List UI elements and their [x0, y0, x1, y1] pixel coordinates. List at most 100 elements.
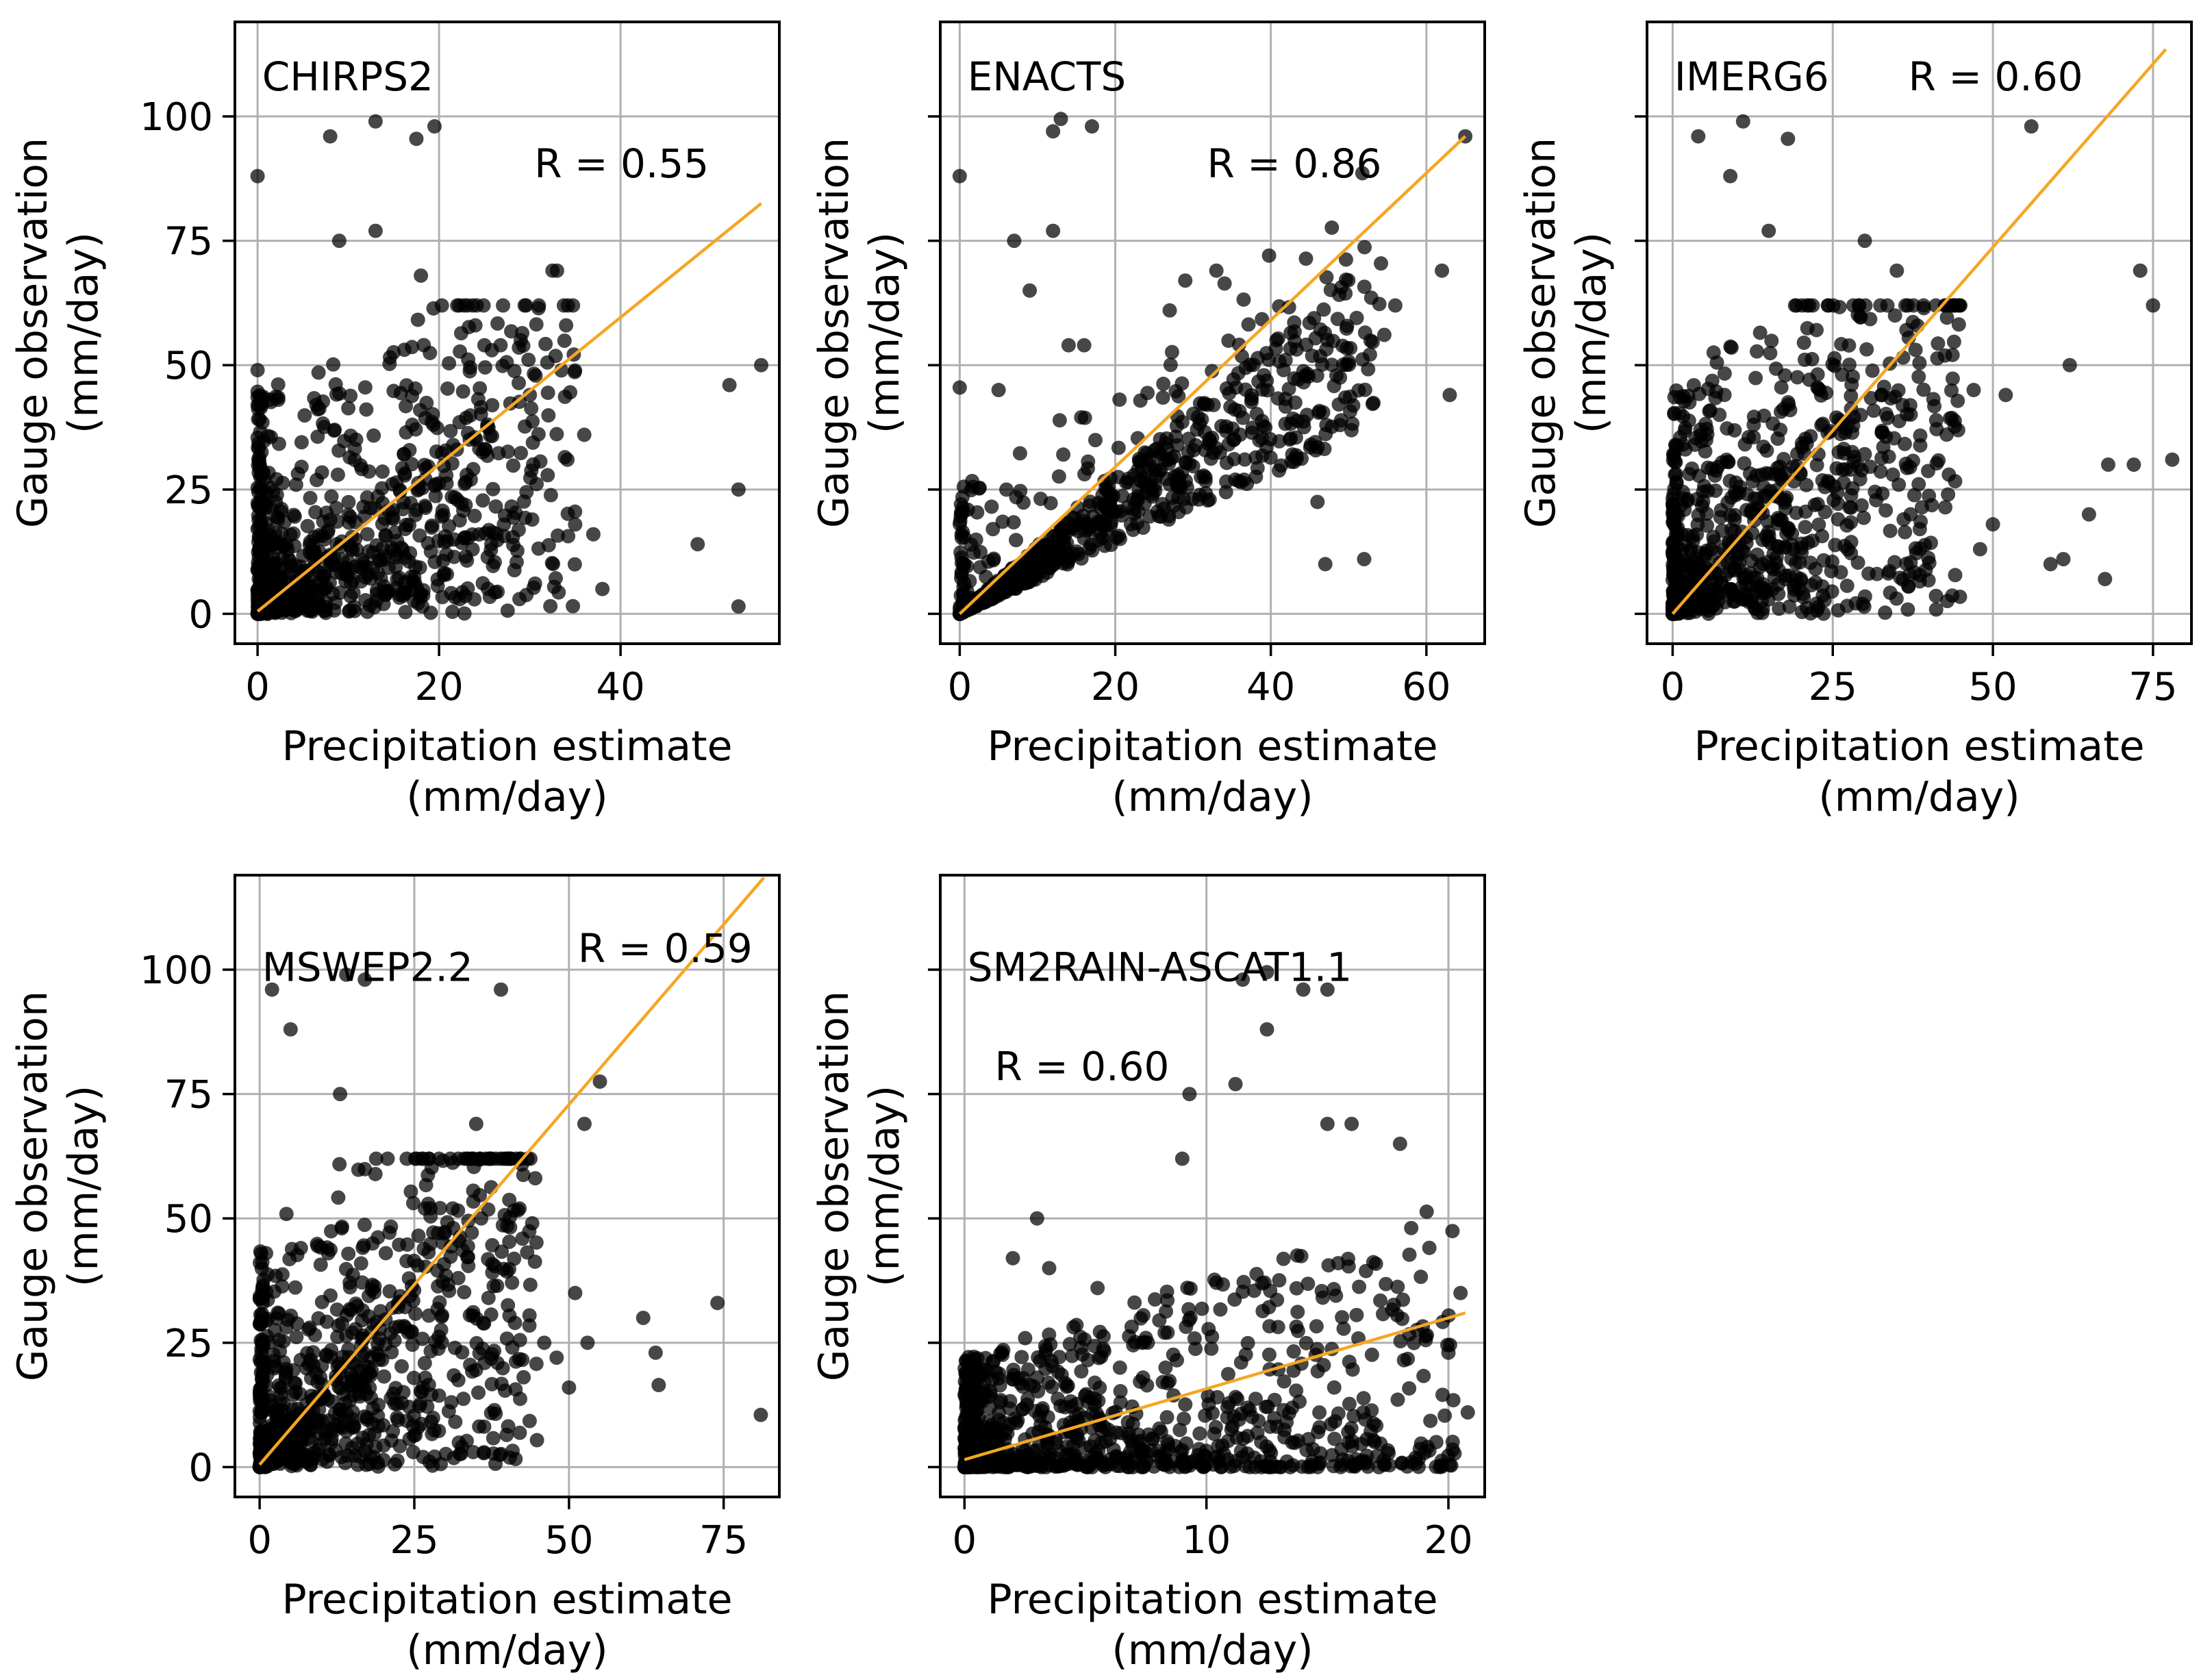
data-point	[1320, 1116, 1335, 1131]
data-point	[368, 1151, 384, 1166]
data-point	[1061, 516, 1076, 531]
data-point	[378, 1246, 393, 1261]
data-point	[1737, 567, 1752, 582]
data-points	[252, 967, 768, 1474]
data-point	[457, 1285, 472, 1300]
data-point	[561, 529, 576, 544]
data-point	[998, 1459, 1014, 1474]
data-point	[405, 1337, 420, 1352]
data-point	[1320, 982, 1335, 997]
data-point	[522, 1308, 537, 1323]
data-point	[286, 526, 301, 541]
data-point	[1259, 1022, 1274, 1037]
data-point	[1161, 512, 1177, 527]
data-point	[1138, 1331, 1153, 1346]
data-point	[1844, 388, 1859, 403]
data-point	[1883, 585, 1898, 601]
x-tick-label: 20	[1091, 665, 1140, 709]
data-point	[477, 338, 492, 353]
data-point	[1082, 498, 1097, 513]
data-point	[1345, 416, 1360, 431]
data-point	[1159, 1410, 1174, 1425]
data-point	[1700, 518, 1715, 533]
data-point	[2100, 457, 2115, 472]
data-point	[557, 389, 573, 404]
data-point	[485, 1237, 500, 1252]
data-point	[1139, 478, 1154, 493]
data-point	[356, 1331, 371, 1346]
data-point	[1929, 422, 1944, 437]
x-axis-label: Precipitation estimate (mm/day)	[281, 722, 732, 821]
data-point	[1249, 407, 1264, 422]
data-point	[1012, 446, 1027, 461]
x-tick-label: 50	[1968, 665, 2017, 709]
data-point	[1309, 1342, 1324, 1357]
data-point	[1109, 1459, 1124, 1474]
data-point	[384, 1219, 399, 1234]
data-point	[722, 377, 737, 392]
data-point	[270, 571, 285, 586]
data-point	[1905, 453, 1920, 468]
data-point	[1025, 548, 1040, 563]
data-point	[1341, 1251, 1356, 1266]
data-point	[1929, 456, 1944, 471]
data-point	[472, 1346, 487, 1361]
data-point	[1726, 594, 1741, 609]
data-point	[431, 1151, 447, 1166]
data-point	[478, 442, 493, 457]
data-point	[500, 1218, 515, 1233]
data-point	[1257, 1275, 1272, 1290]
data-point	[442, 355, 457, 370]
data-point	[1944, 383, 1959, 398]
data-point	[460, 298, 475, 313]
data-point	[1323, 1417, 1338, 1432]
data-point	[512, 1333, 527, 1348]
data-point	[1429, 1459, 1444, 1474]
data-point	[316, 1387, 331, 1402]
data-point	[378, 528, 393, 543]
data-point	[1029, 1211, 1044, 1226]
data-point	[1818, 505, 1833, 520]
data-point	[1161, 456, 1177, 471]
data-point	[331, 1318, 346, 1333]
data-point	[1946, 298, 1961, 313]
data-point	[1201, 493, 1216, 508]
data-point	[1177, 1411, 1192, 1426]
data-point	[488, 1151, 503, 1166]
correlation-label: R = 0.55	[534, 140, 709, 187]
data-point	[1290, 1248, 1305, 1263]
data-point	[473, 400, 488, 415]
data-point	[502, 1234, 517, 1249]
x-axis-label: Precipitation estimate (mm/day)	[987, 722, 1437, 821]
data-point	[690, 537, 705, 552]
data-point	[753, 1407, 768, 1422]
data-point	[1404, 1220, 1419, 1235]
data-point	[1898, 298, 1913, 313]
data-point	[524, 401, 539, 416]
data-point	[438, 1224, 453, 1239]
data-point	[522, 1413, 537, 1428]
data-point	[366, 428, 381, 443]
data-point	[370, 489, 386, 504]
data-point	[1009, 564, 1025, 579]
data-point	[1202, 431, 1217, 446]
data-point	[320, 1240, 335, 1255]
data-point	[416, 1380, 431, 1395]
data-point	[1237, 452, 1253, 467]
data-point	[1284, 454, 1299, 469]
data-point	[1127, 1295, 1142, 1310]
data-point	[1809, 323, 1824, 338]
data-point	[1287, 324, 1302, 339]
data-point	[562, 1380, 577, 1395]
data-point	[484, 1376, 499, 1391]
data-point	[1158, 1360, 1173, 1375]
data-point	[455, 384, 470, 399]
data-point	[250, 362, 265, 377]
data-point	[331, 1190, 346, 1205]
data-point	[1080, 461, 1095, 476]
data-point	[425, 1458, 440, 1473]
data-point	[1914, 500, 1929, 515]
data-point	[440, 567, 455, 582]
x-axis-label: Precipitation estimate (mm/day)	[987, 1576, 1437, 1674]
